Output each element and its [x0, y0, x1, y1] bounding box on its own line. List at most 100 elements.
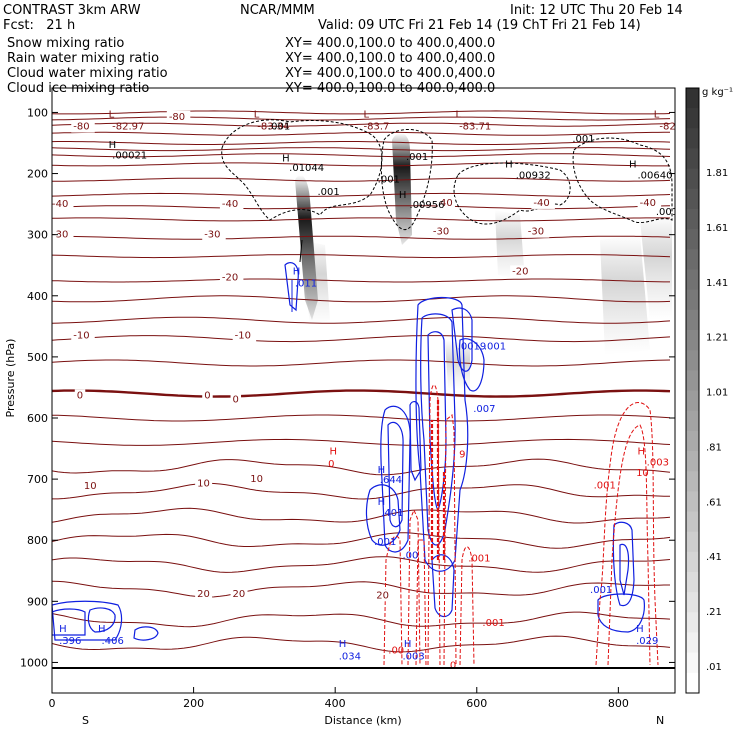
extremum-label: H: [404, 639, 412, 650]
colorbar-swatch: [686, 551, 699, 573]
colorbar-swatch: [686, 229, 699, 250]
temperature-label: -30: [52, 230, 68, 241]
header-model-title: CONTRAST 3km ARW: [3, 3, 141, 18]
temperature-isotherm: [52, 177, 671, 182]
label-background: [202, 228, 226, 241]
colorbar-swatch: [686, 330, 699, 351]
extremum-label: H: [330, 447, 338, 458]
y-tick-label: 1000: [20, 656, 48, 669]
legend-field-xy: XY= 400.0,100.0 to 400.0,400.0: [285, 36, 495, 51]
extremum-label: .401: [381, 508, 403, 519]
temperature-label: -30: [433, 227, 449, 238]
extremum-label: L: [109, 109, 115, 120]
temperature-label: -80: [169, 112, 185, 123]
extremum-label: .00640: [637, 170, 672, 181]
label-background: [430, 225, 455, 238]
extremum-label: .00: [402, 551, 418, 562]
extremum-label: .001: [656, 207, 678, 218]
colorbar-swatch: [686, 309, 699, 331]
x-axis: 0 200 400 600 800: [49, 687, 629, 710]
rain-water-core: [430, 400, 446, 560]
snow-plume-1-tail: [300, 240, 330, 325]
temperature-isotherm: [52, 162, 670, 167]
south-label: S: [82, 714, 89, 727]
label-background: [219, 271, 244, 284]
temperature-isotherm: [52, 110, 671, 115]
temperature-isotherm: [52, 316, 671, 324]
colorbar-swatch: [686, 410, 699, 432]
label-background: [510, 265, 534, 278]
x-tick-label: 400: [325, 697, 346, 710]
extremum-label: .001: [484, 342, 506, 353]
legend-field-xy: XY= 400.0,100.0 to 400.0,400.0: [285, 51, 495, 66]
colorbar-swatch: [686, 531, 699, 553]
extremum-label: .001: [268, 122, 290, 133]
colorbar-label: 1.01: [706, 388, 728, 399]
label-background: [52, 198, 74, 211]
label-background: [230, 588, 248, 601]
temperature-isotherm: [52, 359, 671, 367]
temperature-isotherm: [52, 122, 671, 127]
snow-plume-3: [495, 210, 525, 280]
y-tick-label: 800: [27, 534, 48, 547]
colorbar-swatch: [686, 572, 699, 593]
temperature-label: 10: [197, 478, 210, 489]
extremum-label: .029: [636, 636, 658, 647]
extremum-label: .01044: [289, 163, 324, 174]
temperature-isotherm: [52, 278, 670, 283]
temperature-label: 40: [440, 198, 453, 209]
colorbar-swatch: [686, 471, 699, 492]
colorbar-swatch: [686, 350, 699, 371]
field-legend: Snow mixing ratio XY= 400.0,100.0 to 400.…: [7, 36, 495, 96]
legend-field-name: Snow mixing ratio: [7, 36, 124, 51]
temperature-label: 0: [77, 390, 83, 401]
label-background: [71, 329, 95, 342]
colorbar-swatch: [686, 188, 699, 210]
temperature-label: 0: [204, 390, 210, 401]
extremum-label: -83.71: [459, 122, 491, 133]
extremum-label: H: [293, 266, 301, 277]
extremum-label: H: [629, 159, 637, 170]
plot-frame: [51, 87, 676, 694]
temperature-isotherm: [52, 235, 671, 240]
colorbar-swatch: [686, 430, 699, 452]
extremum-label: -82.97: [112, 122, 144, 133]
extremum-label: .001: [482, 618, 504, 629]
extremum-label: .0019: [458, 342, 487, 353]
colorbar-swatch: [686, 370, 699, 391]
temperature-label: 20: [197, 589, 210, 600]
colorbar-swatch: [686, 249, 699, 270]
plot-area: -80 -80 -40 -40 -40 -40 40 -30 -30 -30 -30 -20 -20 -1…: [52, 109, 691, 672]
temperature-isotherm: [52, 116, 671, 121]
extremum-label: L: [654, 109, 660, 120]
colorbar-label: 1.21: [706, 333, 728, 344]
temperature-label: -40: [52, 199, 68, 210]
label-background: [230, 393, 242, 406]
legend-field-name: Cloud water mixing ratio: [7, 66, 168, 81]
x-tick-label: 600: [466, 697, 487, 710]
y-tick-label: 500: [27, 351, 48, 364]
extremum-label: H: [636, 624, 644, 635]
extremum-label: .406: [102, 636, 124, 647]
colorbar-swatch: [686, 128, 699, 149]
colorbar-swatch: [686, 168, 699, 190]
temperature-isotherm: [52, 635, 671, 653]
extremum-label: 10: [636, 468, 649, 479]
snow-plume-2: [392, 133, 412, 245]
extremum-label: H: [378, 465, 386, 476]
temperature-isotherm: [52, 335, 671, 343]
extremum-label: -83.34: [257, 122, 289, 133]
temperature-label: -10: [235, 331, 251, 342]
colorbar-swatch: [686, 390, 699, 412]
extremum-label: H: [378, 497, 386, 508]
legend-field-name: Rain water mixing ratio: [7, 51, 159, 66]
extremum-label: .00956: [410, 200, 445, 211]
colorbar-label: .41: [706, 552, 722, 563]
extremum-label: -82.85: [659, 122, 691, 133]
colorbar-swatch: [686, 451, 699, 472]
extremum-label: H: [505, 159, 513, 170]
temperature-label: -30: [204, 230, 220, 241]
extremum-label: 0: [450, 661, 456, 672]
